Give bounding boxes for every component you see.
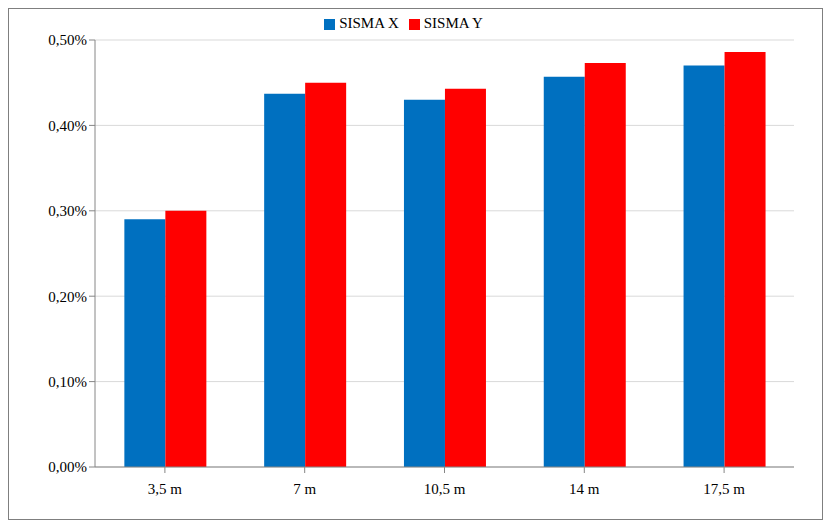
svg-text:0,40%: 0,40% bbox=[48, 118, 87, 134]
html-text:SISMA Y: SISMA Y bbox=[423, 15, 483, 31]
html-text:SISMA X: SISMA X bbox=[339, 15, 399, 31]
svg-text:0,20%: 0,20% bbox=[48, 289, 87, 305]
svg-text:0,50%: 0,50% bbox=[48, 32, 87, 48]
svg-text:3,5 m: 3,5 m bbox=[148, 481, 183, 497]
svg-text:0,00%: 0,00% bbox=[48, 459, 87, 475]
svg-text:0,30%: 0,30% bbox=[48, 203, 87, 219]
svg-text:7 m: 7 m bbox=[293, 481, 316, 497]
svg-text:14 m: 14 m bbox=[569, 481, 600, 497]
svg-text:10,5 m: 10,5 m bbox=[424, 481, 466, 497]
svg-text:0,10%: 0,10% bbox=[48, 374, 87, 390]
svg-text:17,5 m: 17,5 m bbox=[703, 481, 745, 497]
